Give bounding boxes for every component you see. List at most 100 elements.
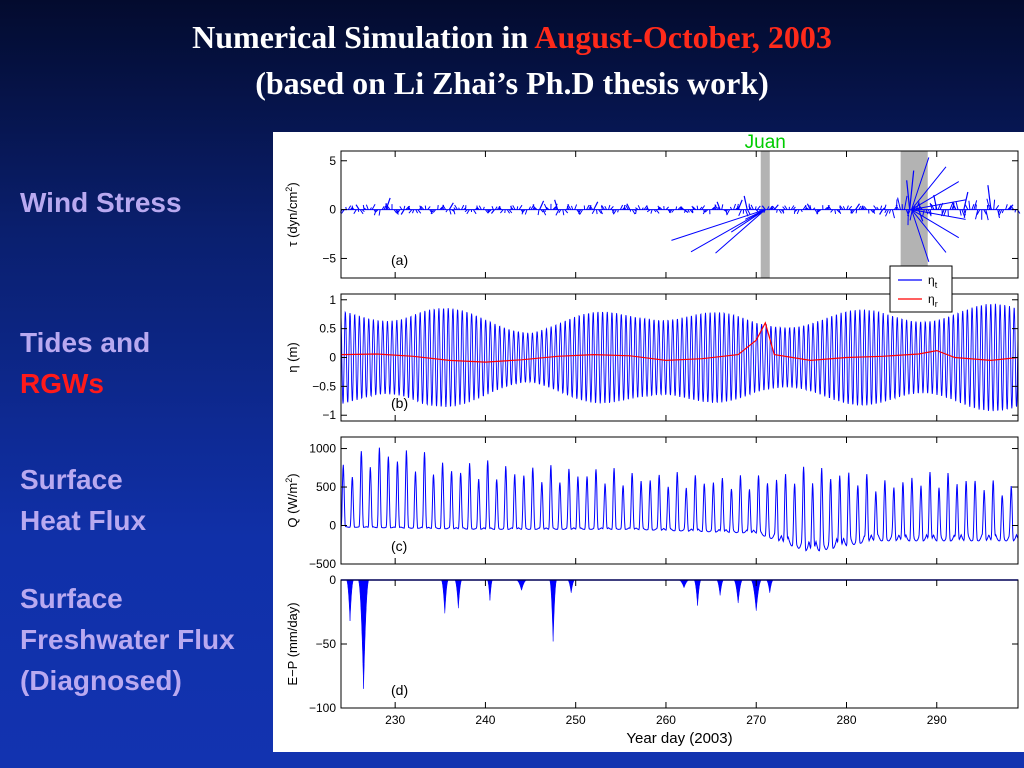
storm-stick [911,209,930,262]
ep-event [716,579,724,596]
label-fresh-line2: Freshwater Flux [20,624,235,655]
plot-frame [340,150,1019,279]
storm-stick [911,181,960,211]
legend-label: ηt [928,273,938,290]
wind-stick [737,199,743,210]
y-tick-label: 500 [316,480,336,494]
y-tick-label: −500 [309,557,336,571]
y-tick-label: 0 [329,351,336,365]
panel-c: −500 0 500 1000 (c) Q (W/m2) [284,436,1019,571]
wind-stick [554,199,559,210]
shaded-span [760,151,770,278]
ep-event [733,579,743,604]
ep-event [549,579,557,642]
y-tick-label: −5 [322,251,336,265]
y-tick-label: 5 [329,154,336,168]
ep-event [678,579,690,589]
y-tick-label: 1000 [309,442,336,456]
slide-title-line2: (based on Li Zhai’s Ph.D thesis work) [255,65,769,101]
wind-stick [539,200,545,210]
annotation-juan: Juan [745,132,786,153]
x-tick-label: 260 [656,713,676,727]
ep-event [346,579,354,621]
label-rgws: RGWs [20,368,104,399]
wind-stick [1008,204,1014,210]
panel-label: (b) [391,395,408,411]
panel-a: −5 0 5 (a) τ (dyn/cm2) Juan [284,132,1021,279]
label-heat-flux: Surface Heat Flux [20,459,146,541]
wind-stick [879,209,884,215]
storm-stick [911,209,960,239]
series-eta-r [340,321,1019,363]
label-heat-line1: Surface [20,464,123,495]
panel-b: −1 −0.5 0 0.5 1 (b) η (m) ηt ηr [285,265,1019,422]
ep-event [567,579,575,593]
y-tick-label: −0.5 [312,379,336,393]
storm-stick [730,209,766,233]
plot-frame [340,579,1019,709]
wind-stick [963,191,969,210]
wind-stick [490,209,495,214]
wind-stick [806,203,811,210]
x-axis-label: Year day (2003) [626,730,732,747]
storm-stick [911,166,947,210]
ep-event [766,579,774,593]
wind-stick [987,185,992,210]
storm-stick [745,209,766,220]
storm-stick [911,209,966,220]
wind-stick [855,203,861,210]
label-freshwater-flux: Surface Freshwater Flux (Diagnosed) [20,578,235,701]
panel-label: (d) [391,682,408,698]
ep-event [750,579,762,611]
wind-stick [906,180,911,210]
panel-label: (a) [391,252,408,268]
label-tides: Tides and RGWs [20,322,150,404]
x-tick-label: 270 [746,713,766,727]
series-heat-flux [340,447,1019,552]
wind-stick [626,203,631,210]
y-axis-label: E−P (mm/day) [285,602,300,685]
wind-stick [683,209,689,214]
y-tick-label: 0 [329,519,336,533]
y-axis-label: τ (dyn/cm2) [284,182,300,246]
slide-title-line1: Numerical Simulation in August-October, … [0,14,1024,60]
wind-stick [909,170,915,210]
wind-stick [355,204,360,210]
wind-stick [773,204,779,210]
y-tick-label: 0.5 [319,322,336,336]
storm-stick [911,199,966,211]
wind-stick [593,201,599,210]
storm-stick [911,209,947,253]
y-tick-label: 1 [329,293,336,307]
series-eta-t [340,303,1019,412]
panel-d: −100 −50 0 230 240 250 260 270 280 290 (d) E−P (mm/… [285,573,1019,747]
x-tick-label: 290 [927,713,947,727]
label-fresh-line3: (Diagnosed) [20,665,182,696]
label-tides-line1: Tides and [20,327,151,358]
wind-stick [385,197,391,210]
time-series-figure: −505(a)τ (dyn/cm2)Juan−1−0.500.51(b)η (m… [284,132,1021,747]
y-tick-label: 0 [329,573,336,587]
y-axis-label: Q (W/m2) [284,473,300,527]
y-tick-label: −100 [309,701,336,715]
y-tick-label: −50 [316,637,337,651]
y-axis-label: η (m) [285,342,300,372]
wind-stick [448,202,454,210]
legend-box [889,265,953,313]
wind-stick [933,194,938,210]
x-tick-label: 250 [566,713,586,727]
label-fresh-line1: Surface [20,583,123,614]
y-tick-label: −1 [322,408,336,422]
ep-event [693,579,702,606]
ep-event [357,579,370,689]
wind-stick [761,205,766,210]
ep-event [454,579,463,609]
x-tick-label: 280 [836,713,856,727]
storm-stick [671,209,766,241]
label-heat-line2: Heat Flux [20,505,147,536]
y-tick-label: 0 [329,203,336,217]
title-prefix: Numerical Simulation in [192,19,535,55]
wind-stick [400,209,405,215]
ep-event [516,579,528,592]
panel-label: (c) [391,538,407,554]
